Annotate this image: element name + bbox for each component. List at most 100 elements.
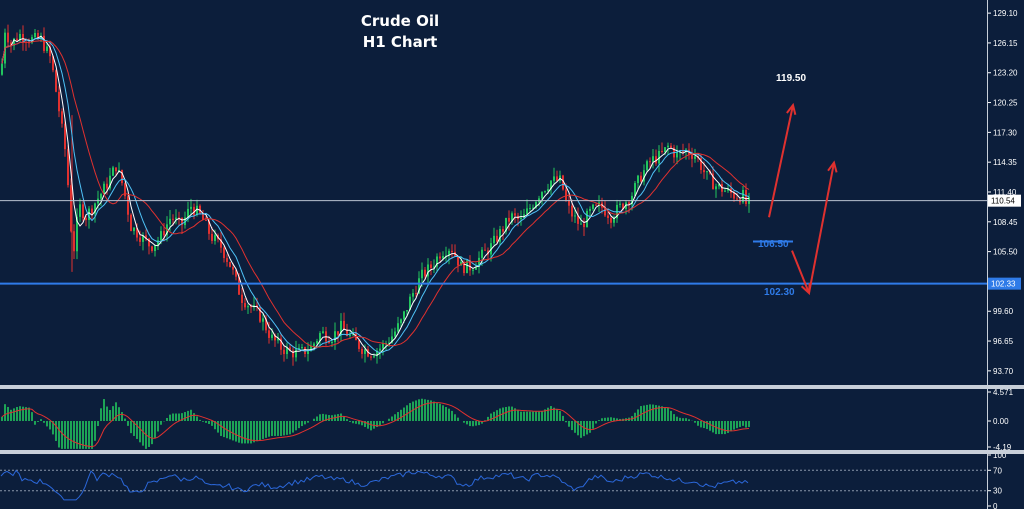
candle xyxy=(499,229,501,242)
candle xyxy=(403,311,405,320)
candle xyxy=(13,38,15,46)
price-tick-label: 126.15 xyxy=(993,39,1018,48)
candle xyxy=(538,198,540,202)
candle xyxy=(295,349,297,358)
candle xyxy=(400,319,402,324)
candle xyxy=(85,218,87,220)
candle xyxy=(10,42,12,46)
candle xyxy=(421,269,423,279)
candle xyxy=(301,347,303,349)
candle xyxy=(565,189,567,201)
candle xyxy=(37,33,39,39)
candle xyxy=(70,185,72,232)
price-tick-label: 123.20 xyxy=(993,69,1018,78)
ma-fast-line xyxy=(1,35,750,356)
candle xyxy=(259,307,261,322)
candle xyxy=(460,261,462,266)
candle xyxy=(418,278,420,294)
candle xyxy=(664,147,666,153)
arrow-up-target-head xyxy=(786,102,797,116)
candle xyxy=(733,192,735,199)
candle xyxy=(394,331,396,337)
candle xyxy=(250,306,252,308)
candle xyxy=(583,223,585,228)
candle xyxy=(22,33,24,42)
candle xyxy=(298,347,300,350)
candle xyxy=(79,204,81,217)
candle xyxy=(706,171,708,173)
rsi-panel: 100 70 30 0 xyxy=(0,451,1007,509)
candle xyxy=(637,175,639,184)
candle xyxy=(520,218,522,220)
candle xyxy=(457,255,459,266)
candle xyxy=(484,249,486,251)
candle xyxy=(430,264,432,268)
candle xyxy=(19,33,21,41)
candle xyxy=(655,156,657,164)
candle xyxy=(139,237,141,242)
candle xyxy=(358,340,360,349)
candle xyxy=(550,180,552,190)
candle xyxy=(172,218,174,220)
candle xyxy=(310,346,312,352)
candle xyxy=(670,145,672,148)
candle xyxy=(373,356,375,358)
candle xyxy=(247,306,249,308)
candle xyxy=(262,318,264,322)
candle xyxy=(130,214,132,232)
candle xyxy=(379,348,381,351)
macd-tick-label: 4.571 xyxy=(993,388,1014,397)
candle xyxy=(571,205,573,217)
candle xyxy=(232,266,234,270)
candle xyxy=(361,348,363,354)
price-tick-label: 114.35 xyxy=(993,158,1017,167)
candle xyxy=(376,350,378,357)
candle xyxy=(274,334,276,341)
price-tick-label: 120.25 xyxy=(993,99,1018,108)
candle xyxy=(283,349,285,355)
pullback-label: 106.50 xyxy=(758,239,789,250)
ma-mid-line xyxy=(1,37,750,354)
candle xyxy=(412,293,414,297)
candle xyxy=(223,247,225,259)
candle xyxy=(91,208,93,214)
candle xyxy=(133,227,135,232)
candle xyxy=(151,246,153,252)
candle xyxy=(61,111,63,124)
candle xyxy=(160,231,162,241)
candle xyxy=(439,256,441,259)
candle xyxy=(241,294,243,303)
support-price-tag xyxy=(988,277,1021,290)
candle xyxy=(202,212,204,220)
price-tick-label: 129.10 xyxy=(993,9,1018,18)
candle xyxy=(667,145,669,148)
candle xyxy=(328,341,330,344)
candle xyxy=(622,203,624,210)
rsi-tick-label: 70 xyxy=(993,466,1002,475)
candle xyxy=(556,176,558,181)
candle xyxy=(514,213,516,216)
candle xyxy=(127,196,129,215)
candle xyxy=(235,269,237,277)
candle xyxy=(82,204,84,219)
overlays: 110.54 102.33 xyxy=(0,102,1021,296)
candle xyxy=(391,336,393,343)
candle xyxy=(364,349,366,354)
candle xyxy=(427,264,429,277)
candle xyxy=(586,210,588,228)
candle xyxy=(388,342,390,344)
candle xyxy=(64,123,66,150)
macd-panel: 4.571 0.00 -4.19 xyxy=(1,388,1014,452)
candle xyxy=(604,207,606,216)
candle xyxy=(481,249,483,258)
candle xyxy=(745,189,747,204)
candle xyxy=(505,217,507,232)
candle xyxy=(703,170,705,173)
candle xyxy=(715,186,717,190)
arrow-up-rebound-head xyxy=(827,160,838,173)
candle xyxy=(244,302,246,308)
price-tick-label: 93.70 xyxy=(993,367,1014,376)
candle xyxy=(478,257,480,268)
